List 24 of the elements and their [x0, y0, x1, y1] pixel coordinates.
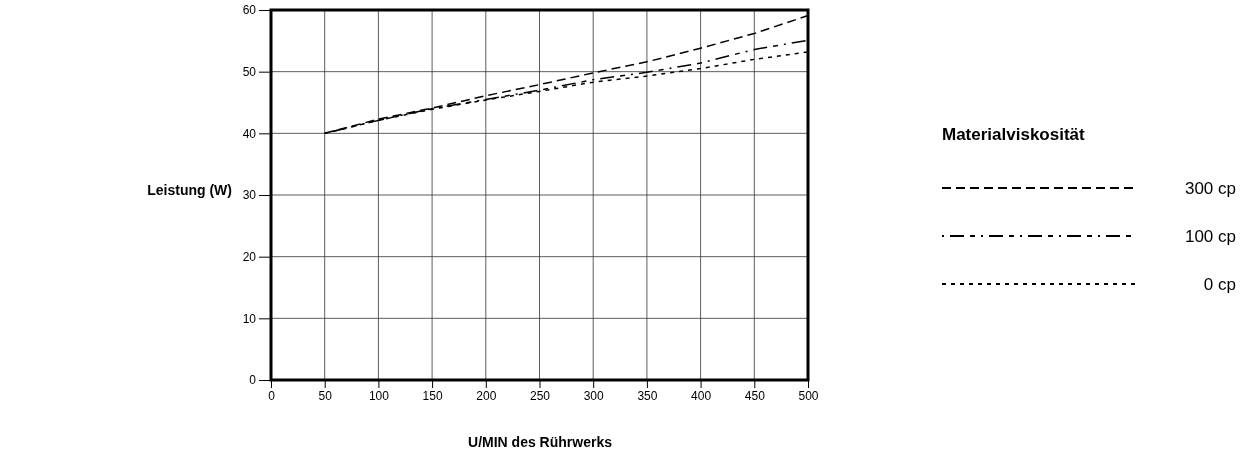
y-tick-label: 20: [242, 250, 257, 265]
x-tick-label: 350: [637, 388, 658, 403]
y-tick-label: 10: [242, 311, 257, 326]
y-tick-label: 0: [249, 373, 257, 388]
x-tick-label: 150: [422, 388, 443, 403]
y-tick-label: 60: [242, 3, 257, 18]
text: 100 cp: [1184, 227, 1236, 246]
legend-title: Materialviskosität: [942, 125, 1086, 144]
x-tick-label: 400: [691, 388, 712, 403]
x-tick-label: 450: [744, 388, 766, 403]
y-axis-title: Leistung (W): [147, 182, 232, 198]
x-axis-title: U/MIN des Rührwerks: [468, 434, 613, 450]
text: 0 cp: [1203, 275, 1236, 294]
x-tick-label: 200: [476, 388, 497, 403]
x-tick-label: 250: [529, 388, 551, 403]
x-tick-label: 500: [798, 388, 819, 403]
text: 300 cp: [1184, 179, 1236, 198]
x-tick-label: 50: [318, 388, 333, 403]
x-tick-label: 0: [268, 388, 276, 403]
y-tick-label: 40: [242, 126, 257, 141]
y-tick-label: 30: [242, 188, 257, 203]
x-tick-label: 300: [583, 388, 605, 403]
x-tick-label: 100: [368, 388, 390, 403]
y-tick-label: 50: [242, 65, 257, 80]
